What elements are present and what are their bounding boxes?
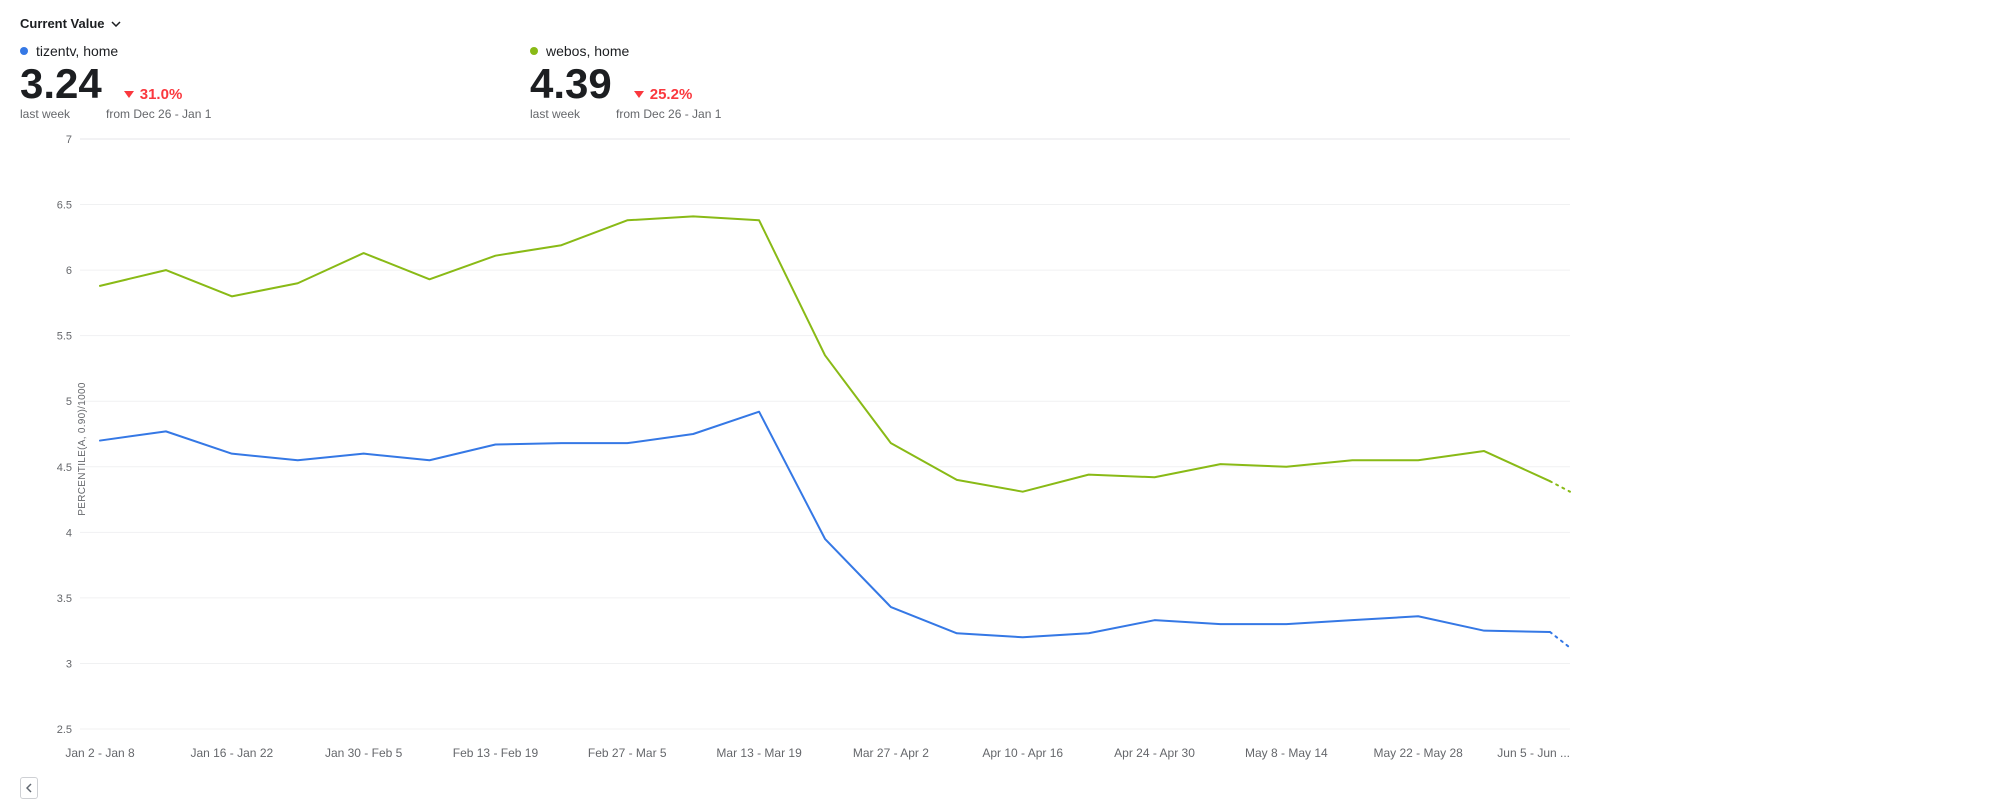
svg-text:May 22 - May 28: May 22 - May 28 xyxy=(1373,746,1463,760)
svg-text:6: 6 xyxy=(66,265,72,277)
back-button[interactable] xyxy=(20,777,38,799)
svg-text:May 8 - May 14: May 8 - May 14 xyxy=(1245,746,1328,760)
legend-dot xyxy=(530,47,538,55)
metric-value: 3.24 xyxy=(20,63,102,105)
metrics-row: tizentv, home 3.24 31.0% last week from … xyxy=(20,43,1979,125)
svg-text:3: 3 xyxy=(66,658,72,670)
sub-comparison: from Dec 26 - Jan 1 xyxy=(106,107,211,121)
y-axis-label: PERCENTILE(A, 0.90)/1000 xyxy=(77,382,88,515)
svg-text:4: 4 xyxy=(66,527,72,539)
svg-text:Feb 13 - Feb 19: Feb 13 - Feb 19 xyxy=(453,746,539,760)
svg-text:Mar 13 - Mar 19: Mar 13 - Mar 19 xyxy=(716,746,802,760)
metric-change: 31.0% xyxy=(124,86,183,103)
down-arrow-icon xyxy=(124,91,134,98)
svg-text:Apr 10 - Apr 16: Apr 10 - Apr 16 xyxy=(982,746,1063,760)
svg-text:2.5: 2.5 xyxy=(57,724,72,736)
svg-text:4.5: 4.5 xyxy=(57,462,72,474)
svg-text:5.5: 5.5 xyxy=(57,331,72,343)
line-chart: 2.5 3 3.5 4 4.5 5 5.5 6 6.5 7 Jan 2 - Jan 8 Jan 16 … xyxy=(20,129,1580,769)
sub-period: last week xyxy=(20,107,70,121)
chart-area: PERCENTILE(A, 0.90)/1000 2.5 3 3.5 4 4.5 5 5.5… xyxy=(20,129,1979,769)
svg-text:Jun 5 - Jun ...: Jun 5 - Jun ... xyxy=(1497,746,1570,760)
change-pct: 31.0% xyxy=(140,86,183,103)
chevron-down-icon xyxy=(111,21,121,27)
metric-dropdown[interactable]: Current Value xyxy=(20,12,121,35)
chevron-left-icon xyxy=(26,783,32,793)
series-name: webos, home xyxy=(546,43,629,59)
svg-text:Apr 24 - Apr 30: Apr 24 - Apr 30 xyxy=(1114,746,1195,760)
metric-sub: last week from Dec 26 - Jan 1 xyxy=(530,107,1040,121)
svg-text:Jan 16 - Jan 22: Jan 16 - Jan 22 xyxy=(190,746,273,760)
legend-dot xyxy=(20,47,28,55)
sub-period: last week xyxy=(530,107,580,121)
metric-block-webos: webos, home 4.39 25.2% last week from De… xyxy=(530,43,1040,121)
metric-main: 4.39 25.2% xyxy=(530,63,1040,105)
sub-comparison: from Dec 26 - Jan 1 xyxy=(616,107,721,121)
metric-value: 4.39 xyxy=(530,63,612,105)
dropdown-label: Current Value xyxy=(20,16,105,31)
svg-text:7: 7 xyxy=(66,134,72,146)
svg-text:5: 5 xyxy=(66,396,72,408)
metric-sub: last week from Dec 26 - Jan 1 xyxy=(20,107,530,121)
metric-main: 3.24 31.0% xyxy=(20,63,530,105)
svg-text:Jan 30 - Feb 5: Jan 30 - Feb 5 xyxy=(325,746,403,760)
metric-change: 25.2% xyxy=(634,86,693,103)
change-pct: 25.2% xyxy=(650,86,693,103)
series-label: tizentv, home xyxy=(20,43,530,59)
svg-text:3.5: 3.5 xyxy=(57,593,72,605)
svg-text:Jan 2 - Jan 8: Jan 2 - Jan 8 xyxy=(65,746,135,760)
svg-text:6.5: 6.5 xyxy=(57,200,72,212)
metric-block-tizentv: tizentv, home 3.24 31.0% last week from … xyxy=(20,43,530,121)
svg-text:Feb 27 - Mar 5: Feb 27 - Mar 5 xyxy=(588,746,667,760)
down-arrow-icon xyxy=(634,91,644,98)
svg-text:Mar 27 - Apr 2: Mar 27 - Apr 2 xyxy=(853,746,929,760)
series-label: webos, home xyxy=(530,43,1040,59)
series-name: tizentv, home xyxy=(36,43,118,59)
